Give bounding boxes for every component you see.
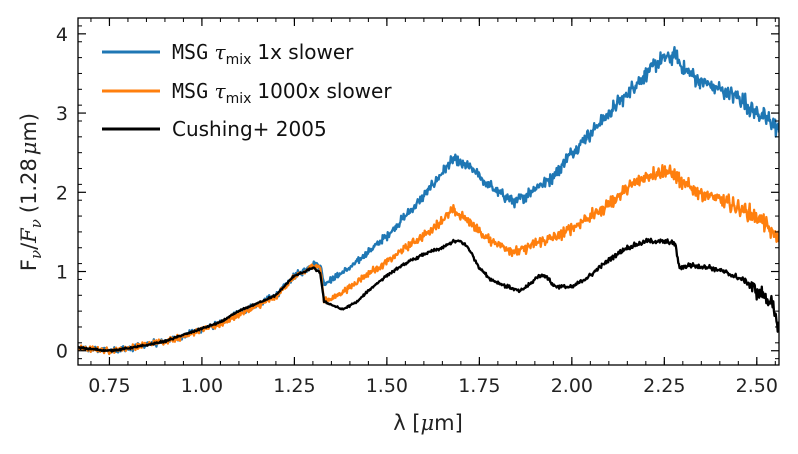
legend-2-sub: mix <box>226 91 252 107</box>
x-label-prefix: λ [ <box>393 411 420 435</box>
x-tick-label-0: 0.75 <box>88 375 130 397</box>
y-label-f2: F <box>17 227 41 244</box>
legend-2-tau: τ <box>214 79 226 103</box>
legend-label-1: MSG τmix 1x slower <box>172 40 354 68</box>
y-label-paren: (1.28 <box>17 158 41 213</box>
y-tick-label-2: 2 <box>56 182 68 204</box>
legend-1-mono: MSG <box>172 40 208 64</box>
x-axis-label: λ [μm] <box>393 411 463 435</box>
x-tick-label-3: 1.50 <box>366 375 408 397</box>
legend-1-tau: τ <box>214 40 226 64</box>
legend-2-mono: MSG <box>172 79 208 103</box>
legend-1-sub: mix <box>226 52 252 68</box>
y-tick-label-1: 1 <box>56 262 68 284</box>
x-tick-label-5: 2.00 <box>551 375 593 397</box>
legend-label-2: MSG τmix 1000x slower <box>172 79 392 107</box>
y-label-m: m) <box>17 113 41 142</box>
y-tick-label-3: 3 <box>56 103 68 125</box>
x-label-suffix: m] <box>434 411 463 435</box>
y-label-nu2: ν <box>27 219 45 228</box>
ticks-layer: 0.75 1.00 1.25 1.50 1.75 2.00 2.25 2.50 0 1 2 3 4 <box>56 18 779 397</box>
x-tick-label-7: 2.50 <box>736 375 778 397</box>
legend: MSG τmix 1x slower MSG τmix 1000x slower C… <box>102 40 392 141</box>
series-line-1 <box>78 164 779 356</box>
y-label-f: F <box>17 259 41 271</box>
y-axis-label: Fν/Fν(1.28μm) <box>17 113 45 271</box>
y-tick-label-4: 4 <box>56 24 68 46</box>
y-tick-label-0: 0 <box>56 341 68 363</box>
y-label-mu: μ <box>17 142 41 156</box>
x-tick-label-6: 2.25 <box>643 375 685 397</box>
x-tick-label-4: 1.75 <box>458 375 500 397</box>
x-tick-label-2: 1.25 <box>273 375 315 397</box>
y-label-nu: ν <box>27 250 45 259</box>
x-label-mu: μ <box>420 411 434 435</box>
legend-label-3: Cushing+ 2005 <box>172 117 327 141</box>
x-tick-label-1: 1.00 <box>181 375 223 397</box>
series-line-2 <box>78 237 779 353</box>
series-layer <box>78 45 779 356</box>
legend-2-rest: 1000x slower <box>257 79 392 103</box>
y-label-slash: / <box>17 242 41 250</box>
legend-1-rest: 1x slower <box>257 40 354 64</box>
plot-frame <box>77 17 780 366</box>
